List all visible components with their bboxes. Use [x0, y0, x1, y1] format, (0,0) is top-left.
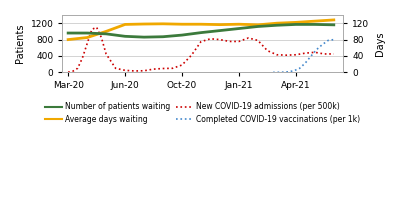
Y-axis label: Patients: Patients [15, 24, 25, 63]
Legend: Number of patients waiting, Average days waiting, New COVID-19 admissions (per 5: Number of patients waiting, Average days… [42, 99, 364, 127]
Y-axis label: Days: Days [375, 31, 385, 56]
